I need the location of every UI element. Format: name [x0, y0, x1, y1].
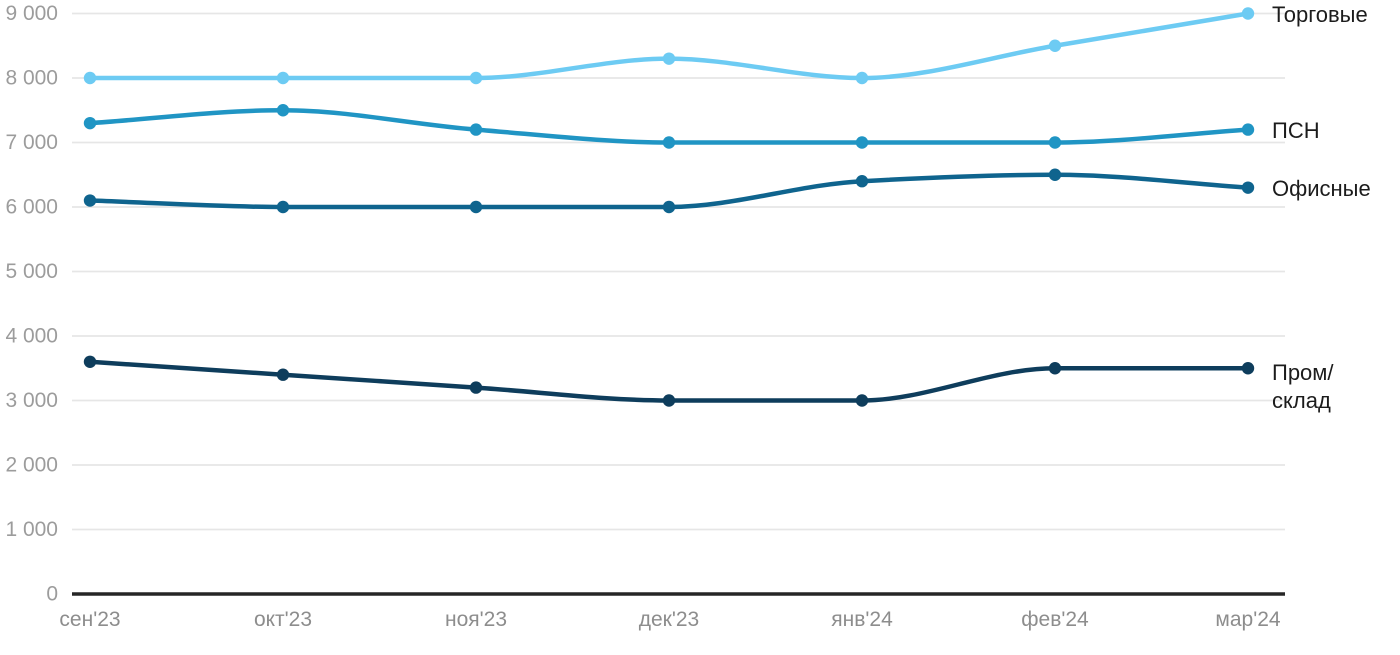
- data-point-torgovye: [662, 52, 676, 65]
- data-point-psn: [855, 136, 869, 149]
- data-point-psn: [83, 116, 97, 130]
- data-point-ofisnye: [83, 194, 97, 207]
- x-axis-tick-label: фев'24: [1021, 608, 1089, 631]
- x-axis-tick-labels: сен'23 окт'23 ноя'23 дек'23 янв'24 фев'24 мар'…: [59, 608, 1280, 631]
- series-ofisnye: [83, 168, 1255, 214]
- series-line-torgovye: [87, 11, 1251, 81]
- data-point-prom-sklad: [469, 381, 483, 394]
- data-point-torgovye: [1048, 39, 1062, 52]
- data-point-torgovye: [469, 71, 483, 85]
- y-axis-tick-labels: 0 1 000 2 000 3 000 4 000 5 000 6 000 7 000 8 00…: [5, 2, 58, 606]
- data-point-prom-sklad: [662, 394, 676, 407]
- y-axis-tick-label: 2 000: [5, 454, 58, 477]
- data-point-prom-sklad: [1241, 362, 1255, 375]
- data-point-ofisnye: [662, 200, 676, 214]
- data-point-psn: [662, 136, 676, 149]
- data-point-prom-sklad: [83, 355, 97, 368]
- data-point-ofisnye: [469, 200, 483, 214]
- series-label-line: Офисные: [1272, 176, 1371, 201]
- y-axis-tick-label: 1 000: [5, 518, 58, 541]
- x-axis-tick-label: окт'23: [254, 608, 312, 631]
- data-point-psn: [469, 123, 483, 136]
- data-point-prom-sklad: [855, 394, 869, 407]
- data-point-torgovye: [83, 71, 97, 85]
- data-point-ofisnye: [1241, 181, 1255, 194]
- series-label-psn: ПСН: [1272, 118, 1320, 143]
- x-axis-tick-label: ноя'23: [445, 608, 507, 631]
- data-point-psn: [276, 104, 290, 117]
- data-point-torgovye: [1241, 7, 1255, 20]
- data-point-ofisnye: [276, 200, 290, 214]
- data-point-prom-sklad: [276, 368, 290, 381]
- series-label-line: Пром/: [1272, 360, 1334, 385]
- data-point-torgovye: [855, 71, 869, 85]
- data-point-psn: [1241, 123, 1255, 136]
- data-point-ofisnye: [1048, 168, 1062, 181]
- y-axis-tick-label: 8 000: [5, 67, 58, 90]
- y-axis-tick-label: 6 000: [5, 196, 58, 219]
- series-labels: Торговые ПСН Офисные Пром/склад: [1272, 2, 1371, 413]
- y-axis-tick-label: 0: [46, 583, 58, 606]
- y-axis-tick-label: 4 000: [5, 325, 58, 348]
- data-point-prom-sklad: [1048, 362, 1062, 375]
- y-axis-tick-label: 7 000: [5, 131, 58, 154]
- data-point-ofisnye: [855, 175, 869, 188]
- y-axis-tick-label: 9 000: [5, 2, 58, 25]
- series-label-ofisnye: Офисные: [1272, 176, 1371, 201]
- series-label-line: ПСН: [1272, 118, 1320, 143]
- series-prom-sklad: [83, 355, 1255, 407]
- y-axis-tick-label: 5 000: [5, 260, 58, 283]
- x-axis-tick-label: янв'24: [831, 608, 893, 631]
- data-point-psn: [1048, 136, 1062, 149]
- x-axis-tick-label: мар'24: [1215, 608, 1280, 631]
- series-psn: [83, 104, 1255, 149]
- series-label-line: Торговые: [1272, 2, 1368, 27]
- series-group: [83, 7, 1255, 407]
- series-label-prom-sklad: Пром/склад: [1272, 360, 1334, 413]
- data-point-torgovye: [276, 71, 290, 85]
- x-axis-tick-label: сен'23: [59, 608, 120, 631]
- x-axis-tick-label: дек'23: [639, 608, 700, 631]
- series-label-torgovye: Торговые: [1272, 2, 1368, 27]
- grid-lines: [72, 12, 1285, 531]
- y-axis-tick-label: 3 000: [5, 389, 58, 412]
- series-label-line: склад: [1272, 388, 1331, 413]
- series-torgovye: [83, 7, 1255, 85]
